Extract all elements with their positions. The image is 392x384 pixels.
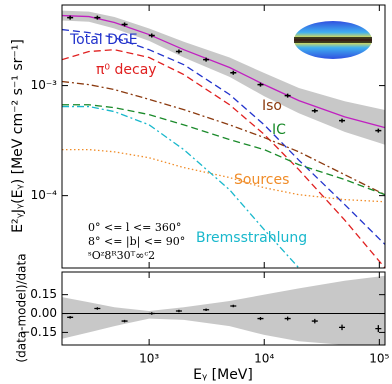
x-tick-label: 10⁵ bbox=[369, 352, 389, 366]
y-tick-label: 0.15 bbox=[30, 287, 57, 301]
y-axis-label: E²ᵧJᵧ(Eᵧ) [MeV cm⁻² s⁻¹ sr⁻¹] bbox=[10, 39, 26, 233]
annotation: 0° <= l <= 360° bbox=[88, 221, 181, 234]
y-axis-label: (data-model)/data bbox=[15, 253, 29, 362]
x-tick-label: 10³ bbox=[139, 352, 159, 366]
uncertainty-band bbox=[62, 276, 385, 345]
model-line bbox=[62, 150, 385, 202]
series-label: π⁰ decay bbox=[96, 62, 157, 78]
page: {"chart_data": [ {"type": "line", "log_x… bbox=[0, 0, 392, 384]
sky-map-mask bbox=[294, 37, 372, 43]
y-tick-label: 10⁻⁴ bbox=[31, 188, 58, 202]
annotation: 8° <= |b| <= 90° bbox=[88, 235, 185, 249]
series-label: Iso bbox=[262, 98, 282, 114]
series-label: Sources bbox=[234, 172, 289, 188]
chart: 10⁻³ 10⁻⁴ Total DGE π⁰ decay Iso IC Sources Bre… bbox=[0, 0, 392, 384]
y-tick-label: 0.00 bbox=[30, 306, 57, 320]
series-label: IC bbox=[272, 122, 286, 138]
x-tick-label: 10⁴ bbox=[254, 352, 274, 366]
x-axis-label: Eᵧ [MeV] bbox=[193, 367, 253, 383]
bottom-plot bbox=[62, 276, 385, 345]
series-label: Bremsstrahlung bbox=[196, 230, 307, 246]
annotation: ˢOᶻ8ᴿ30ᵀ∞ᶜ2 bbox=[88, 249, 155, 262]
series-label: Total DGE bbox=[69, 32, 138, 48]
y-tick-label: 10⁻³ bbox=[31, 78, 58, 92]
